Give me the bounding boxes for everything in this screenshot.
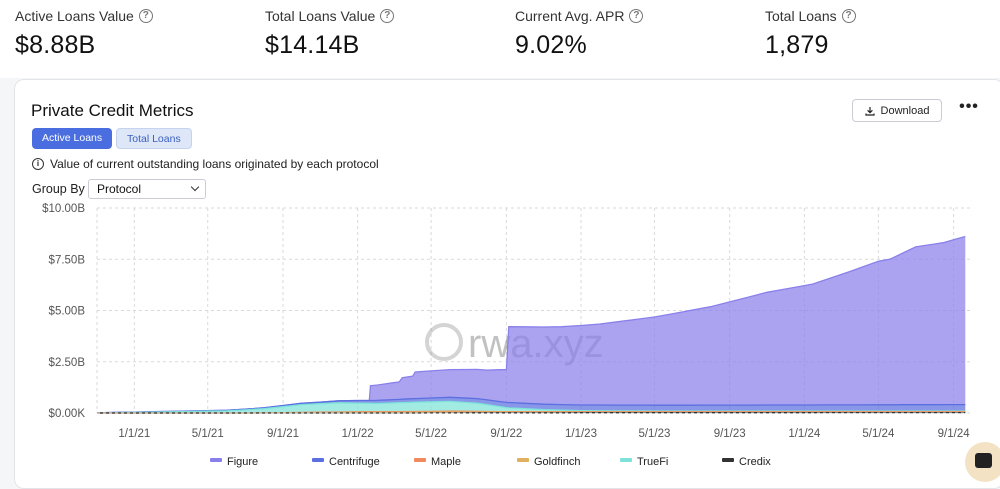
y-tick-label: $0.00K	[49, 408, 86, 420]
legend-label-maple: Maple	[431, 456, 461, 468]
legend-label-figure: Figure	[227, 456, 258, 468]
legend-label-goldfinch: Goldfinch	[534, 456, 580, 468]
legend-swatch-goldfinch	[517, 458, 529, 462]
x-tick-label: 1/1/23	[565, 428, 597, 440]
legend-swatch-credix	[722, 458, 734, 462]
y-tick-label: $2.50B	[49, 357, 86, 369]
chat-icon	[975, 453, 992, 468]
x-tick-label: 1/1/24	[788, 428, 821, 440]
legend-label-credix: Credix	[739, 456, 771, 468]
watermark-logo	[427, 325, 461, 359]
x-tick-label: 5/1/21	[192, 428, 224, 440]
legend-label-truefi: TrueFi	[637, 456, 668, 468]
x-tick-label: 5/1/24	[862, 428, 895, 440]
x-tick-label: 9/1/21	[267, 428, 299, 440]
legend-swatch-maple	[414, 458, 426, 462]
y-tick-label: $10.00B	[42, 203, 85, 215]
y-tick-label: $5.00B	[49, 306, 86, 318]
legend-swatch-truefi	[620, 458, 632, 462]
x-tick-label: 9/1/24	[938, 428, 971, 440]
x-tick-label: 9/1/22	[490, 428, 522, 440]
legend-label-centrifuge: Centrifuge	[329, 456, 380, 468]
legend-swatch-figure	[210, 458, 222, 462]
x-tick-label: 9/1/23	[714, 428, 746, 440]
x-tick-label: 5/1/23	[638, 428, 670, 440]
y-tick-label: $7.50B	[49, 254, 86, 266]
x-tick-label: 5/1/22	[415, 428, 447, 440]
x-tick-label: 1/1/21	[118, 428, 150, 440]
x-tick-label: 1/1/22	[342, 428, 374, 440]
legend-swatch-centrifuge	[312, 458, 324, 462]
chat-button[interactable]	[965, 442, 1000, 482]
